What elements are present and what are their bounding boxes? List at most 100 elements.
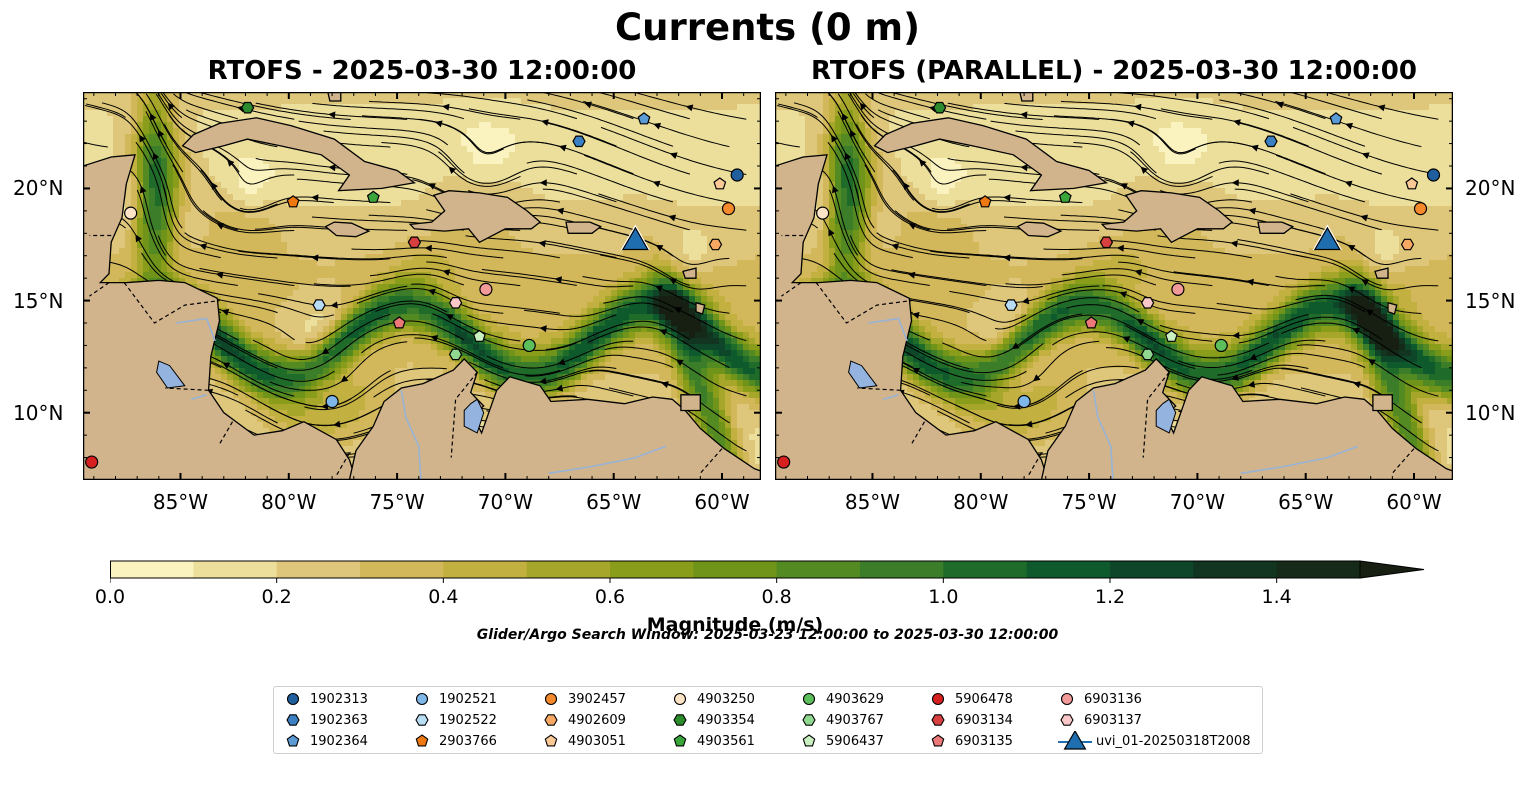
platform-marker-4903629[interactable] <box>1214 338 1228 353</box>
legend-marker-icon <box>286 692 300 706</box>
panel-title-rtofs: RTOFS - 2025-03-30 12:00:00 <box>207 56 637 86</box>
jamaica-landmass <box>1016 221 1063 238</box>
platform-marker-6903137[interactable] <box>1140 297 1155 309</box>
platform-marker-5906437[interactable] <box>1164 329 1178 342</box>
platform-marker-4903250[interactable] <box>124 206 138 220</box>
platform-marker-1902363[interactable] <box>572 135 586 148</box>
platform-marker-4902609[interactable] <box>1400 238 1415 251</box>
platform-marker-1902521[interactable] <box>1017 394 1031 409</box>
legend-label: 1902522 <box>439 712 497 728</box>
colorbar-label: Magnitude (m/s) <box>646 614 824 636</box>
map-canvas-rtofs[interactable] <box>83 92 761 480</box>
platform-marker-uvi_01-20250318T2008[interactable] <box>1313 226 1341 251</box>
river <box>867 317 908 342</box>
platform-marker-uvi_01-20250318T2008[interactable] <box>621 226 649 251</box>
platform-marker-1902522[interactable] <box>1004 299 1018 311</box>
platform-marker-4903051[interactable] <box>713 177 727 190</box>
legend-marker-icon <box>286 734 300 747</box>
legend-label: 6903135 <box>955 733 1013 749</box>
map-panel-rtofs[interactable] <box>83 92 761 480</box>
colorbar-tick-label: 0.0 <box>94 586 126 608</box>
platform-marker-6903137[interactable] <box>448 297 463 309</box>
colorbar-tick-label: 1.4 <box>1261 586 1292 608</box>
platform-marker-1902364[interactable] <box>1329 112 1343 125</box>
platform-marker-3902457[interactable] <box>721 202 736 216</box>
x-tick-label: 75°W <box>1061 490 1117 514</box>
country-border <box>165 387 209 391</box>
trinidad-landmass <box>680 394 701 412</box>
platform-marker-4903354[interactable] <box>932 101 947 114</box>
legend-item: 4903767 <box>800 710 884 730</box>
platform-marker-6903136[interactable] <box>479 282 493 296</box>
platform-legend: 1902313 1902363 1902364 1902521 1902522 29037… <box>273 686 1263 754</box>
country-border <box>450 371 478 458</box>
platform-marker-1902364[interactable] <box>637 112 651 125</box>
colorbar-tick-label: 1.2 <box>1094 586 1126 608</box>
trinidad-landmass <box>1372 394 1393 412</box>
platform-marker-1902363[interactable] <box>1264 135 1278 148</box>
legend-label: uvi_01-20250318T2008 <box>1096 733 1251 749</box>
bahamas-landmass <box>1019 92 1034 102</box>
legend-marker-icon <box>544 714 558 726</box>
platform-marker-4903561[interactable] <box>366 190 380 203</box>
country-border <box>335 452 350 476</box>
tick-marks <box>83 92 761 480</box>
legend-item: 6903134 <box>929 710 1013 730</box>
legend-label: 1902521 <box>439 691 497 707</box>
x-tick-label: 70°W <box>477 490 533 514</box>
colorbar-tick-label: 0.6 <box>594 586 626 608</box>
platform-marker-6903135[interactable] <box>1084 316 1098 329</box>
platform-marker-5906478[interactable] <box>85 455 99 469</box>
hispaniola-landmass <box>408 190 542 244</box>
platform-marker-4903561[interactable] <box>1058 190 1072 203</box>
legend-label: 3902457 <box>568 691 626 707</box>
guadeloupe-landmass <box>682 267 697 279</box>
central-america-landmass <box>83 92 357 480</box>
platform-marker-4903767[interactable] <box>1140 348 1155 361</box>
platform-marker-6903135[interactable] <box>392 316 406 329</box>
map-panel-rtofs-parallel[interactable] <box>775 92 1453 480</box>
colorbar-segment <box>776 561 861 578</box>
legend-marker-icon <box>1060 692 1074 706</box>
country-border <box>910 421 926 445</box>
platform-marker-4902609[interactable] <box>708 238 723 251</box>
platform-marker-2903766[interactable] <box>286 195 300 208</box>
country-border <box>1027 452 1042 476</box>
platform-marker-1902313[interactable] <box>1426 168 1441 182</box>
legend-item: 1902364 <box>284 731 368 751</box>
legend-marker-icon <box>802 692 816 706</box>
legend-item: 1902521 <box>413 689 497 709</box>
legend-label: 4903250 <box>697 691 755 707</box>
platform-marker-5906478[interactable] <box>777 455 791 469</box>
platform-marker-4903051[interactable] <box>1405 177 1419 190</box>
lake-nicaragua <box>156 360 186 389</box>
platform-marker-6903134[interactable] <box>407 236 422 249</box>
platform-marker-4903354[interactable] <box>240 101 255 114</box>
colorbar <box>109 560 1440 616</box>
platform-marker-1902521[interactable] <box>325 394 339 409</box>
platform-marker-1902313[interactable] <box>730 168 744 182</box>
platform-marker-4903767[interactable] <box>448 348 463 361</box>
x-tick-label: 75°W <box>369 490 425 514</box>
x-tick-label: 80°W <box>953 490 1009 514</box>
platform-marker-4903629[interactable] <box>522 338 536 353</box>
colorbar-frame <box>110 560 1361 579</box>
platform-marker-6903134[interactable] <box>1099 236 1114 249</box>
legend-item: 6903136 <box>1058 689 1142 709</box>
legend-marker-icon <box>415 714 429 726</box>
legend-item: 1902522 <box>413 710 497 730</box>
map-canvas-rtofs-parallel[interactable] <box>775 92 1453 480</box>
platform-marker-3902457[interactable] <box>1413 202 1428 216</box>
platform-marker-2903766[interactable] <box>978 195 992 208</box>
legend-label: 4903561 <box>697 733 755 749</box>
legend-label: 4903629 <box>826 691 884 707</box>
platform-marker-6903136[interactable] <box>1171 282 1185 296</box>
land <box>775 92 1453 480</box>
legend-item: 6903137 <box>1058 710 1142 730</box>
platform-marker-5906437[interactable] <box>472 329 486 342</box>
platform-marker-1902522[interactable] <box>312 299 326 311</box>
legend-item: 1902313 <box>284 689 368 709</box>
platform-marker-4903250[interactable] <box>816 206 830 220</box>
country-border <box>1142 371 1170 458</box>
colorbar-segment <box>610 561 694 578</box>
